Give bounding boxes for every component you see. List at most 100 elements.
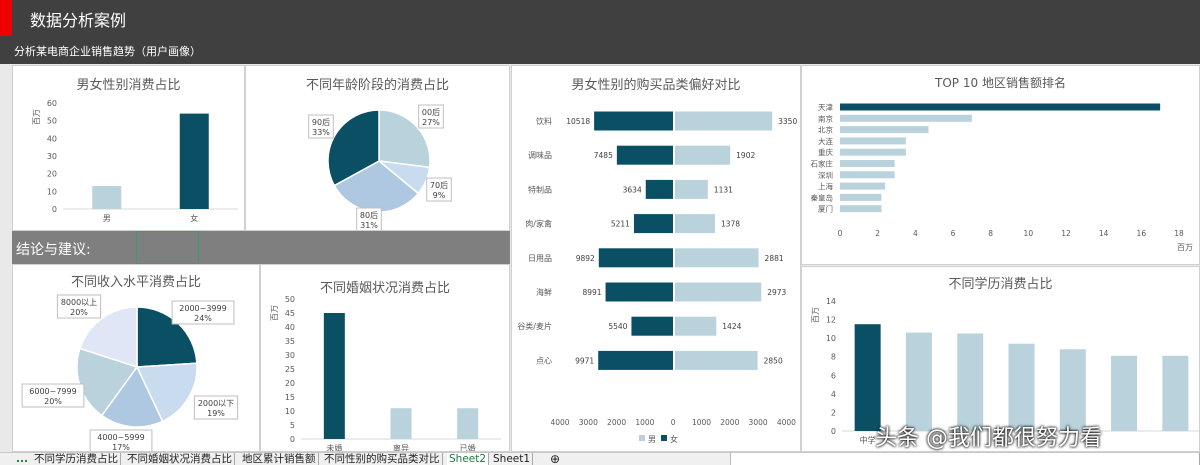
accent-bar	[0, 0, 12, 36]
sheet-tab[interactable]: 不同婚姻状况消费占比	[125, 453, 235, 465]
report-header: 数据分析案例	[0, 0, 1200, 36]
report-subtitle: 分析某电商企业销售趋势（用户画像）	[14, 45, 201, 58]
data-label-box	[21, 383, 85, 408]
bar	[457, 408, 479, 439]
y-tick-label: 2	[831, 408, 836, 417]
x-tick-label: 已婚	[460, 443, 476, 452]
bar	[1162, 355, 1189, 431]
x-tick-label: 18	[1174, 229, 1184, 238]
slice-label: 80后	[360, 210, 378, 220]
bar	[840, 126, 929, 134]
legend-swatch-female	[661, 435, 667, 441]
bar-female	[605, 282, 673, 302]
bar-male	[675, 214, 715, 234]
category-label: 重庆	[818, 147, 833, 157]
sheet-tab[interactable]: Sheet1	[491, 453, 534, 465]
y-tick-label: 5	[290, 421, 295, 430]
data-label-box	[89, 429, 153, 451]
sheet-tab-bar: ... 不同学历消费占比 不同婚姻状况消费占比 地区累计销售额 不同性别的购买品…	[0, 452, 1200, 465]
selected-cell[interactable]	[136, 231, 199, 264]
bar-female	[616, 145, 673, 165]
data-label: 10518	[566, 117, 590, 126]
bar-female	[598, 248, 673, 268]
chart-title: 男女性别的购买品类偏好对比	[571, 78, 741, 93]
bar	[957, 333, 984, 431]
x-tick-label: 女	[190, 213, 198, 223]
education-chart-panel[interactable]: 不同学历消费占比 0 2 4 6 8 10 12 14 百万 中学	[801, 266, 1200, 452]
y-tick-label: 40	[285, 323, 295, 332]
slice-pct: 19%	[207, 409, 225, 418]
slice-label: 2000以下	[198, 399, 234, 408]
category-label: 饮料	[536, 116, 552, 126]
add-sheet-icon[interactable]: ⊕	[550, 452, 561, 465]
age-chart-panel[interactable]: 不同年龄阶段的消费占比 00后 27% 70后 9% 80后 31% 90后 33%	[245, 65, 510, 231]
category-label: 石家庄	[811, 159, 834, 169]
bar	[905, 332, 932, 431]
chart-title: 男女性别消费占比	[76, 78, 181, 93]
bar	[854, 324, 881, 431]
watermark: 头条 @我们都很努力看	[875, 426, 1102, 451]
bar-female	[594, 111, 673, 131]
y-tick-label: 12	[826, 316, 836, 325]
x-tick-label: 0	[671, 418, 676, 427]
data-label-box	[426, 177, 452, 202]
y-tick-label: 35	[285, 337, 295, 346]
slice-pct: 20%	[44, 397, 62, 406]
slice-label: 4000~5999	[97, 433, 144, 442]
x-tick-label: 16	[1137, 229, 1147, 238]
pie-slice	[327, 109, 380, 187]
data-label: 3350	[778, 117, 797, 126]
income-chart-panel[interactable]: 不同收入水平消费占比 2000~3999 24% 2000以下 19% 4000~599…	[12, 264, 260, 452]
y-axis-label: 百万	[32, 109, 41, 125]
category-chart-panel[interactable]: 男女性别的购买品类偏好对比 10518 3350 饮料 7485 1902 调味品 3634…	[511, 65, 801, 452]
y-tick-label: 20	[285, 379, 295, 388]
y-tick-label: 20	[47, 170, 57, 179]
data-label-box	[356, 207, 382, 230]
gender-chart-panel[interactable]: 男女性别消费占比 0 10 20 30 40 50 60 百万男 女	[12, 65, 245, 231]
y-tick-label: 10	[47, 187, 57, 196]
category-label: 上海	[818, 181, 833, 191]
category-label: 北京	[818, 125, 833, 135]
chart-title: 不同婚姻状况消费占比	[319, 281, 450, 296]
slice-pct: 24%	[194, 314, 212, 323]
slice-label: 00后	[422, 107, 440, 117]
bar	[840, 171, 895, 179]
x-tick-label: 2000	[607, 418, 626, 427]
data-label-box	[193, 395, 239, 420]
y-tick-label: 30	[285, 351, 295, 360]
category-label: 调味品	[528, 150, 552, 160]
bar-male	[675, 350, 758, 370]
x-tick-label: 2000	[720, 418, 739, 427]
sheet-tab-active[interactable]: Sheet2	[447, 453, 490, 465]
data-label-box	[418, 104, 444, 129]
x-tick-label: 3000	[579, 418, 598, 427]
y-tick-label: 30	[47, 152, 57, 161]
y-tick-label: 50	[47, 117, 57, 126]
sheet-tab[interactable]: 不同性别的购买品类对比	[322, 453, 443, 465]
region-chart-panel[interactable]: TOP 10 地区销售额排名 天津 南京 北京 大连 重庆 石家庄 深圳 上海 秦皇岛 厦门 0 2 4…	[801, 65, 1200, 265]
data-label: 9971	[575, 356, 594, 365]
category-label: 点心	[536, 356, 552, 365]
data-label-box	[171, 300, 235, 325]
bar	[1111, 355, 1138, 431]
category-label: 南京	[818, 113, 833, 123]
bar-female	[631, 316, 673, 336]
sheet-tab[interactable]: 不同学历消费占比	[32, 453, 121, 465]
bar	[1008, 343, 1035, 431]
slice-pct: 27%	[422, 118, 440, 127]
x-tick-label: 2	[875, 229, 880, 238]
sheet-tab[interactable]: 地区累计销售额	[240, 453, 319, 465]
y-tick-label: 25	[285, 365, 295, 374]
marriage-chart-panel[interactable]: 不同婚姻状况消费占比 0 5 10 15 20 25 30 35 40 45 50 百万 未婚 离异 已婚	[260, 264, 510, 452]
tab-scroll-ellipsis[interactable]: ...	[16, 453, 28, 465]
data-label: 5211	[611, 220, 630, 229]
bar	[840, 193, 882, 201]
bar	[840, 148, 906, 156]
horizontal-scrollbar[interactable]	[730, 453, 1200, 465]
bar	[840, 137, 906, 145]
category-label: 大连	[818, 136, 833, 146]
data-label-box	[308, 114, 334, 139]
pie-slice	[135, 362, 198, 423]
bar-male	[675, 179, 708, 199]
x-tick-label: 1000	[635, 418, 654, 427]
